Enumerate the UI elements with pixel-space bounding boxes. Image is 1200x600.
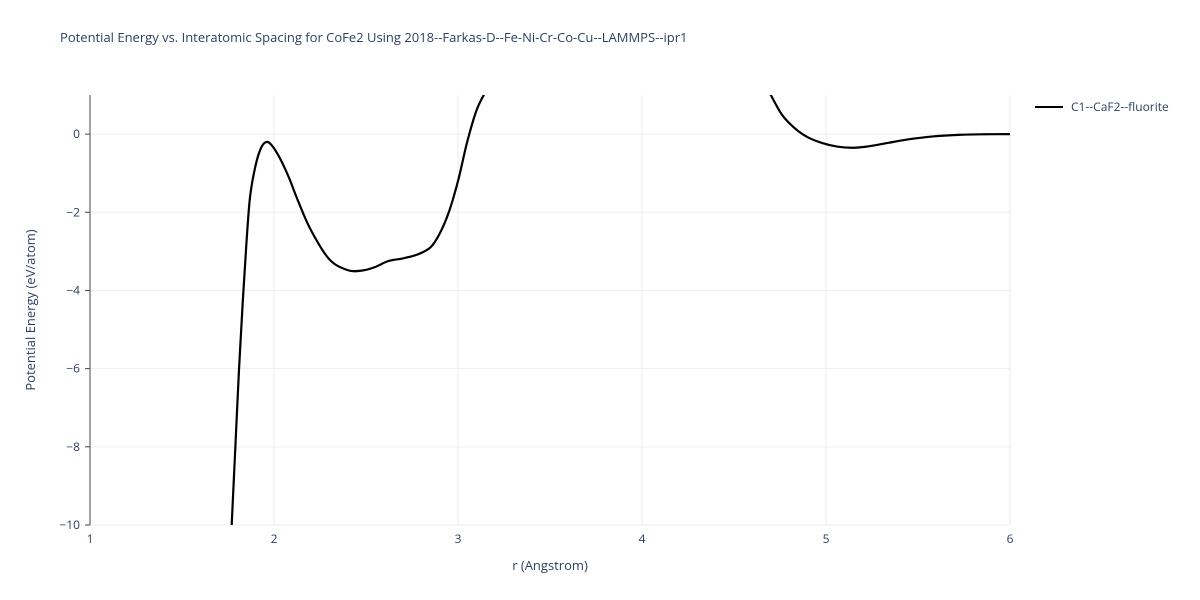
chart-plot: 1 2 3 4 5 6 −10 −8 −6 −4 −2 0 r (Angstrom) Potential … — [0, 0, 1200, 600]
legend[interactable]: C1--CaF2--fluorite — [1035, 98, 1169, 115]
svg-text:−8: −8 — [66, 438, 80, 455]
legend-label: C1--CaF2--fluorite — [1071, 98, 1169, 115]
svg-text:6: 6 — [1007, 530, 1014, 547]
svg-text:1: 1 — [87, 530, 94, 547]
legend-swatch — [1035, 106, 1063, 108]
svg-text:Potential Energy (eV/atom): Potential Energy (eV/atom) — [21, 229, 39, 390]
svg-text:0: 0 — [73, 125, 80, 142]
svg-text:−2: −2 — [66, 203, 80, 220]
svg-text:2: 2 — [271, 530, 278, 547]
svg-text:r (Angstrom): r (Angstrom) — [512, 556, 588, 574]
svg-text:−10: −10 — [59, 516, 80, 533]
svg-text:3: 3 — [455, 530, 462, 547]
svg-text:−6: −6 — [66, 360, 80, 377]
svg-text:−4: −4 — [66, 281, 80, 298]
svg-text:4: 4 — [639, 530, 646, 547]
svg-text:5: 5 — [823, 530, 830, 547]
